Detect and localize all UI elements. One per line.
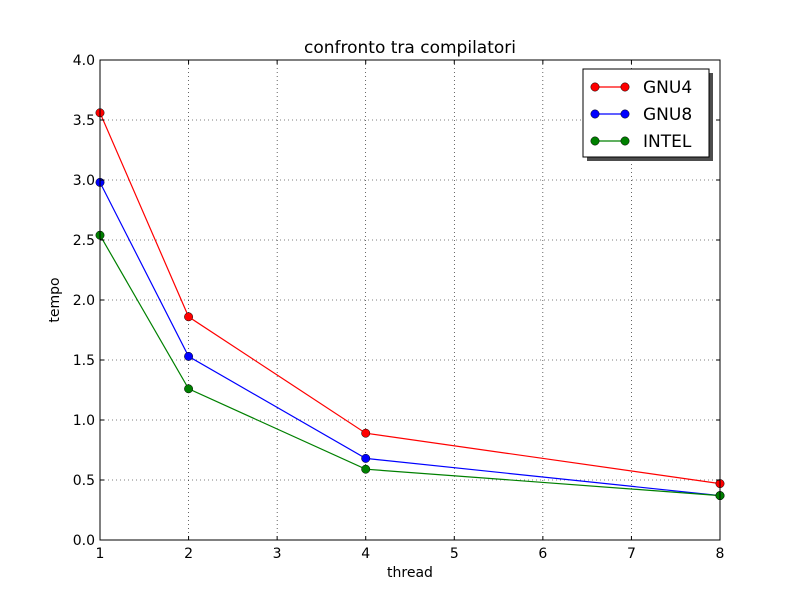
y-tick-label: 3.5: [73, 113, 95, 129]
y-tick-label: 0.0: [73, 533, 95, 549]
x-tick-label: 8: [716, 546, 725, 562]
data-point-gnu4: [361, 428, 371, 438]
data-point-gnu8: [361, 453, 371, 463]
legend-marker-gnu8: [590, 109, 600, 119]
legend-box: [582, 68, 710, 158]
legend-label-intel: INTEL: [643, 132, 692, 152]
x-tick-label: 3: [273, 546, 282, 562]
legend: GNU4 GNU8 INTEL: [582, 68, 713, 161]
y-tick-label: 4.0: [73, 53, 95, 69]
y-tick-label: 1.5: [73, 353, 95, 369]
y-tick-label: 2.5: [73, 233, 95, 249]
legend-marker-intel: [590, 136, 600, 146]
x-tick-label: 7: [627, 546, 636, 562]
data-point-intel: [361, 464, 371, 474]
legend-label-gnu8: GNU8: [643, 105, 692, 125]
legend-marker-gnu4: [590, 82, 600, 92]
x-axis-label: thread: [387, 565, 433, 581]
legend-label-gnu4: GNU4: [643, 78, 692, 98]
series-line-gnu4: [99, 112, 721, 485]
series-line-intel: [99, 234, 721, 497]
x-tick-label: 6: [538, 546, 547, 562]
series-line-gnu8: [99, 182, 721, 497]
series-group: [95, 108, 725, 501]
x-tick-label: 4: [361, 546, 370, 562]
legend-marker-gnu8: [620, 109, 630, 119]
legend-item-gnu8: GNU8: [590, 105, 692, 125]
axis-ticks: 1 2 3 4 5 6 7 8 0.0 0.5 1.0 1.5 2.0 2.5 3.0 3.5 4.0: [73, 53, 725, 562]
data-point-intel: [184, 384, 194, 394]
x-tick-label: 2: [184, 546, 193, 562]
y-tick-label: 1.0: [73, 413, 95, 429]
data-point-gnu4: [184, 312, 194, 322]
x-tick-label: 5: [450, 546, 459, 562]
y-tick-label: 0.5: [73, 473, 95, 489]
legend-item-gnu4: GNU4: [590, 78, 692, 98]
chart-title: confronto tra compilatori: [304, 38, 516, 58]
data-point-gnu8: [184, 351, 194, 361]
x-tick-label: 1: [96, 546, 105, 562]
y-tick-label: 2.0: [73, 293, 95, 309]
legend-marker-intel: [620, 136, 630, 146]
legend-item-intel: INTEL: [590, 132, 692, 152]
legend-marker-gnu4: [620, 82, 630, 92]
y-tick-label: 3.0: [73, 173, 95, 189]
y-axis-label: tempo: [47, 277, 63, 322]
